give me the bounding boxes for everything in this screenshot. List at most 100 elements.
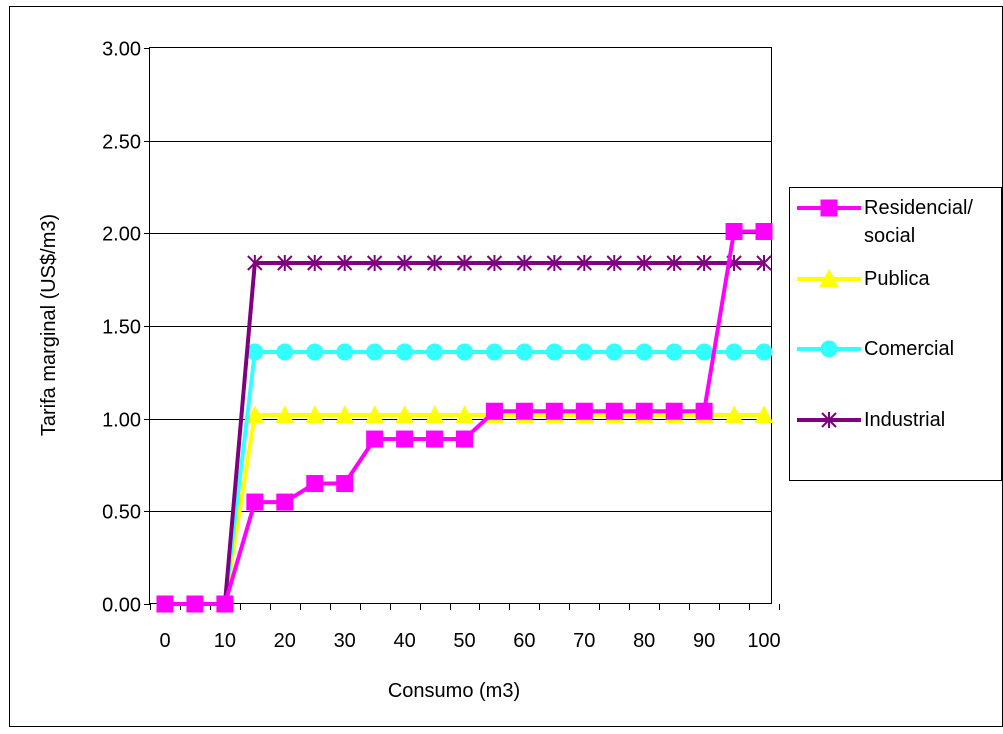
legend-box — [789, 187, 1002, 481]
data-point-square — [306, 475, 324, 493]
x-tick-label: 0 — [159, 630, 170, 652]
axes: 0.00 0.50 1.00 1.50 2.00 2.50 3.00 0 10 20 30 40 50 6… — [102, 39, 781, 653]
data-point-square — [820, 199, 838, 217]
legend-label: Comercial — [864, 338, 954, 360]
data-point-circle — [336, 343, 354, 361]
data-point-asterisk — [666, 254, 682, 271]
data-point-triangle — [305, 405, 325, 423]
data-point-circle — [366, 343, 384, 361]
data-point-triangle — [335, 405, 355, 423]
data-point-circle — [755, 343, 773, 361]
x-tick-label: 70 — [573, 630, 595, 652]
data-point-triangle — [245, 405, 265, 423]
data-point-asterisk — [426, 254, 443, 271]
data-point-square — [426, 430, 444, 448]
data-point-square — [695, 402, 713, 420]
y-tick-label: 0.00 — [102, 595, 141, 617]
data-point-asterisk — [756, 254, 772, 271]
plot-area — [149, 47, 772, 604]
data-point-circle — [605, 343, 623, 361]
data-point-triangle — [425, 405, 444, 423]
data-point-square — [725, 222, 743, 240]
y-tick-label: 1.00 — [102, 410, 141, 432]
data-point-triangle — [365, 405, 384, 423]
data-point-circle — [456, 343, 473, 361]
data-point-circle — [820, 340, 838, 358]
x-axis-label: Consumo (m3) — [388, 680, 520, 702]
data-point-asterisk — [516, 254, 533, 271]
data-point-asterisk — [456, 254, 473, 271]
data-point-triangle — [819, 268, 839, 288]
data-point-asterisk — [366, 254, 383, 271]
data-point-circle — [485, 343, 503, 361]
data-point-asterisk — [486, 254, 503, 271]
x-tick-label: 10 — [214, 630, 236, 652]
data-point-circle — [426, 343, 444, 361]
data-point-asterisk — [696, 254, 712, 271]
legend-item: Publica — [797, 268, 930, 290]
x-tick-label: 80 — [633, 630, 655, 652]
data-point-asterisk — [546, 254, 563, 271]
legend-item: Industrial — [797, 409, 945, 431]
data-point-square — [216, 595, 234, 613]
data-point-triangle — [275, 405, 295, 423]
data-point-square — [515, 402, 533, 420]
y-tick-label: 1.50 — [102, 317, 141, 339]
y-tick-label: 3.00 — [102, 39, 141, 61]
x-tick-label: 40 — [393, 630, 415, 652]
series-layer — [155, 222, 774, 613]
series-1 — [156, 222, 773, 613]
data-point-square — [545, 402, 563, 420]
data-point-square — [575, 402, 593, 420]
x-tick-label: 50 — [453, 630, 475, 652]
data-point-square — [485, 402, 503, 420]
data-point-asterisk — [277, 254, 293, 271]
data-point-circle — [665, 343, 683, 361]
data-point-asterisk — [606, 254, 622, 271]
x-tick-label: 20 — [274, 630, 296, 652]
data-point-square — [635, 402, 653, 420]
legend: Residencial/social Publica Comercial Indust… — [797, 197, 973, 431]
y-tick-label: 2.00 — [102, 224, 141, 246]
data-point-triangle — [724, 405, 744, 423]
data-point-square — [605, 402, 623, 420]
data-point-square — [366, 430, 384, 448]
data-point-circle — [276, 343, 294, 361]
data-point-triangle — [754, 405, 774, 423]
x-tick-label: 30 — [334, 630, 356, 652]
data-point-circle — [306, 343, 324, 361]
x-tick-label: 90 — [693, 630, 715, 652]
x-tick-label: 60 — [513, 630, 535, 652]
data-point-square — [755, 222, 773, 240]
data-point-asterisk — [396, 254, 413, 271]
y-axis-label: Tarifa marginal (US$/m3) — [38, 214, 60, 436]
data-point-square — [276, 493, 294, 511]
data-point-square — [665, 402, 683, 420]
y-tick-label: 0.50 — [102, 502, 141, 524]
legend-label: Industrial — [864, 409, 945, 431]
data-point-circle — [725, 343, 743, 361]
legend-label: Residencial/ — [864, 197, 973, 219]
data-point-square — [396, 430, 414, 448]
y-tick-label: 2.50 — [102, 132, 141, 154]
data-point-circle — [695, 343, 713, 361]
data-point-triangle — [395, 405, 414, 423]
data-point-square — [456, 430, 473, 448]
data-point-circle — [396, 343, 414, 361]
data-point-square — [186, 595, 204, 613]
data-point-circle — [635, 343, 653, 361]
data-point-asterisk — [636, 254, 652, 271]
legend-item: Comercial — [797, 338, 954, 360]
legend-label: Publica — [864, 268, 930, 290]
legend-label: social — [864, 225, 915, 247]
x-tick-label: 100 — [747, 630, 780, 652]
data-point-asterisk — [307, 254, 323, 271]
data-point-circle — [575, 343, 593, 361]
data-point-triangle — [455, 405, 474, 423]
legend-item: Residencial/social — [797, 197, 973, 247]
data-point-asterisk — [821, 412, 837, 428]
data-point-square — [156, 595, 174, 613]
data-point-asterisk — [336, 254, 353, 271]
data-point-square — [336, 475, 354, 493]
